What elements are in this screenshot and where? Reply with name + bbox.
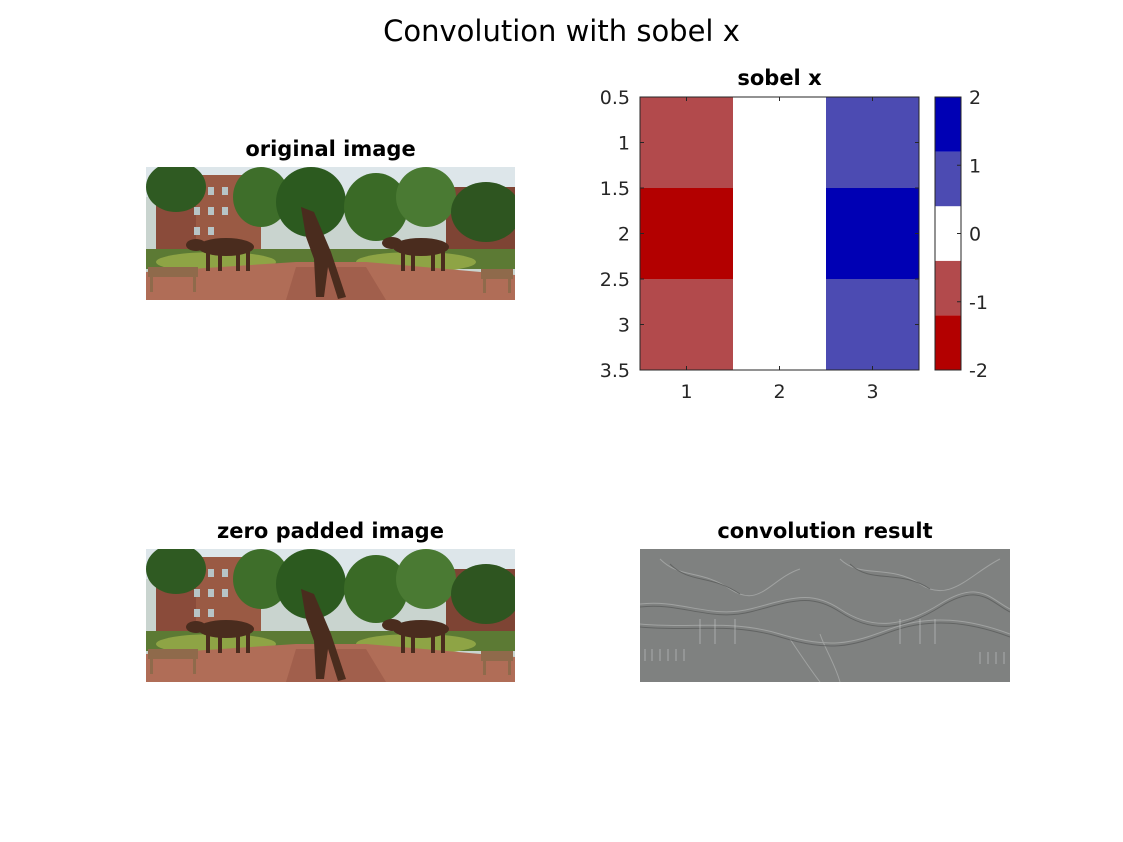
heatmap-cell bbox=[826, 279, 919, 370]
colorbar-tick-label: -2 bbox=[969, 360, 988, 382]
colorbar-tick-label: 1 bbox=[969, 155, 981, 177]
heatmap-cell bbox=[640, 188, 733, 279]
y-tick-label: 3.5 bbox=[600, 360, 630, 382]
y-tick-label: 2.5 bbox=[600, 269, 630, 291]
colorbar-segment bbox=[935, 260, 961, 316]
y-tick-label: 3 bbox=[618, 315, 630, 337]
colorbar-tick-label: 0 bbox=[969, 224, 981, 246]
y-tick-label: 2 bbox=[618, 224, 630, 246]
colorbar-segment bbox=[935, 151, 961, 207]
sobel-x-title: sobel x bbox=[737, 66, 822, 90]
zero-padded-image-title: zero padded image bbox=[217, 519, 444, 543]
colorbar-tick-label: 2 bbox=[969, 87, 981, 109]
convolution-result-image bbox=[640, 549, 1010, 682]
colorbar-frame bbox=[934, 96, 962, 371]
figure-title: Convolution with sobel x bbox=[383, 14, 740, 48]
y-tick-label: 0.5 bbox=[600, 87, 630, 109]
zero-padded-image bbox=[146, 549, 515, 682]
heatmap-cell bbox=[733, 188, 826, 279]
y-tick-label: 1 bbox=[618, 133, 630, 155]
x-tick-label: 2 bbox=[773, 381, 785, 403]
heatmap-cell bbox=[640, 279, 733, 370]
heatmap-cell bbox=[640, 97, 733, 188]
heatmap-cell bbox=[826, 188, 919, 279]
heatmap-cell bbox=[733, 97, 826, 188]
colorbar-segment bbox=[935, 315, 961, 370]
y-tick-label: 1.5 bbox=[600, 178, 630, 200]
colorbar-segment bbox=[935, 97, 961, 152]
colorbar-segment bbox=[935, 206, 961, 261]
heatmap-cell bbox=[826, 97, 919, 188]
heatmap-axes-frame bbox=[639, 96, 920, 371]
convolution-result-title: convolution result bbox=[717, 519, 933, 543]
colorbar-tick-label: -1 bbox=[969, 292, 988, 314]
heatmap-cell bbox=[733, 279, 826, 370]
original-image-title: original image bbox=[245, 137, 416, 161]
x-tick-label: 3 bbox=[866, 381, 878, 403]
original-image bbox=[146, 167, 515, 300]
x-tick-label: 1 bbox=[680, 381, 692, 403]
